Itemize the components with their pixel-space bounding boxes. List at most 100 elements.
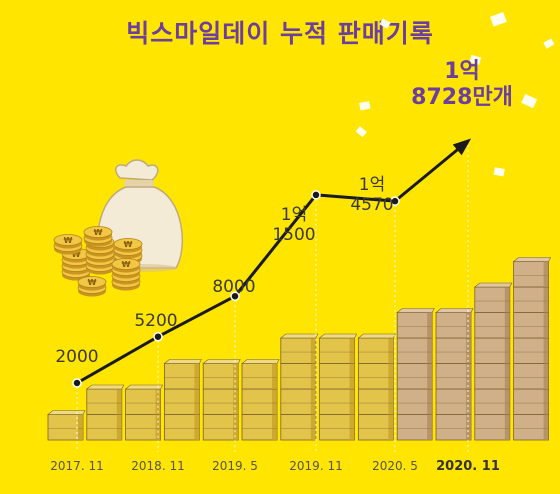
box	[319, 363, 356, 390]
box	[474, 337, 511, 364]
data-label-text: 1억	[444, 59, 480, 84]
trend-line	[72, 138, 472, 388]
box-column	[124, 384, 164, 441]
box	[396, 388, 433, 415]
confetti-piece	[379, 18, 391, 29]
box	[280, 414, 317, 441]
coin-stack: ₩	[53, 234, 83, 255]
box	[474, 312, 511, 339]
box	[280, 388, 317, 415]
confetti-piece	[469, 54, 482, 65]
confetti-piece	[359, 101, 371, 111]
won-icon: ₩	[64, 236, 73, 245]
x-tick-label: 2017. 11	[50, 459, 103, 473]
box	[163, 388, 200, 415]
box-column	[279, 333, 319, 441]
confetti-piece	[493, 167, 505, 177]
box	[241, 359, 280, 390]
box	[47, 410, 86, 441]
box	[513, 414, 549, 441]
won-icon: ₩	[88, 278, 97, 287]
coin	[111, 258, 141, 270]
box	[280, 363, 317, 390]
box	[513, 388, 549, 415]
won-icon: ₩	[94, 228, 103, 237]
data-label-text: 1억	[359, 175, 385, 195]
box	[513, 363, 549, 390]
data-label-text: 1억	[281, 205, 307, 225]
data-label-text: 8000	[212, 277, 255, 297]
box	[357, 388, 394, 415]
box	[124, 384, 164, 415]
coin	[83, 226, 113, 238]
box	[396, 414, 433, 441]
box-column	[396, 308, 435, 441]
box-stacks	[47, 257, 552, 441]
box-column	[163, 359, 202, 441]
box	[513, 312, 549, 339]
confetti-piece	[355, 126, 367, 138]
confetti-piece	[490, 12, 507, 27]
x-tick-label: 2020. 11	[436, 459, 500, 474]
box	[85, 384, 125, 415]
guide-lines	[76, 145, 469, 452]
box	[512, 257, 552, 288]
data-point	[153, 331, 163, 342]
coin-stack: ₩	[83, 226, 113, 247]
box	[202, 388, 239, 415]
box	[473, 282, 513, 313]
data-point	[72, 378, 82, 388]
box-column	[202, 359, 241, 441]
box	[319, 388, 356, 415]
box	[241, 414, 278, 441]
box	[163, 359, 202, 390]
box	[357, 363, 394, 390]
box	[202, 359, 241, 390]
data-label-text: 2000	[55, 347, 98, 367]
coin	[77, 276, 107, 288]
data-label-text: 4570	[350, 195, 393, 215]
box	[241, 388, 278, 415]
box	[396, 337, 433, 364]
data-point	[311, 190, 321, 200]
x-tick-label: 2019. 5	[212, 459, 258, 473]
box	[319, 414, 356, 441]
box	[474, 363, 511, 390]
won-icon: ₩	[72, 250, 81, 259]
data-label-text: 8728만개	[411, 85, 513, 110]
data-label-text: 5200	[134, 311, 177, 331]
arrow-head-icon	[452, 138, 472, 156]
coin-stack: ₩	[111, 258, 141, 291]
box-column	[473, 282, 513, 441]
box	[396, 363, 433, 390]
x-tick-label: 2020. 5	[372, 459, 418, 473]
data-label: 2000	[55, 347, 98, 367]
data-point	[390, 196, 400, 206]
box-column	[435, 308, 474, 441]
coin-stack-icon: ₩₩₩₩₩₩₩	[53, 226, 143, 297]
data-label-text: 1500	[272, 225, 315, 245]
box-column	[357, 333, 396, 441]
box	[86, 414, 123, 441]
box	[474, 388, 511, 415]
box	[474, 414, 511, 441]
box	[435, 388, 472, 415]
x-axis: 2017. 11 2018. 11 2019. 5 2019. 11 2020. 5 20…	[50, 459, 500, 474]
box	[435, 308, 474, 339]
box	[279, 333, 319, 364]
confetti-piece	[521, 93, 538, 109]
trend-line-path	[76, 139, 469, 385]
box-column	[241, 359, 280, 441]
coin-stack: ₩	[77, 276, 107, 297]
box-column	[318, 333, 358, 441]
box-column	[47, 410, 86, 441]
box	[435, 414, 472, 441]
coin	[53, 234, 83, 246]
coin	[113, 238, 143, 250]
won-icon: ₩	[124, 240, 133, 249]
data-label: 8000	[212, 277, 255, 297]
